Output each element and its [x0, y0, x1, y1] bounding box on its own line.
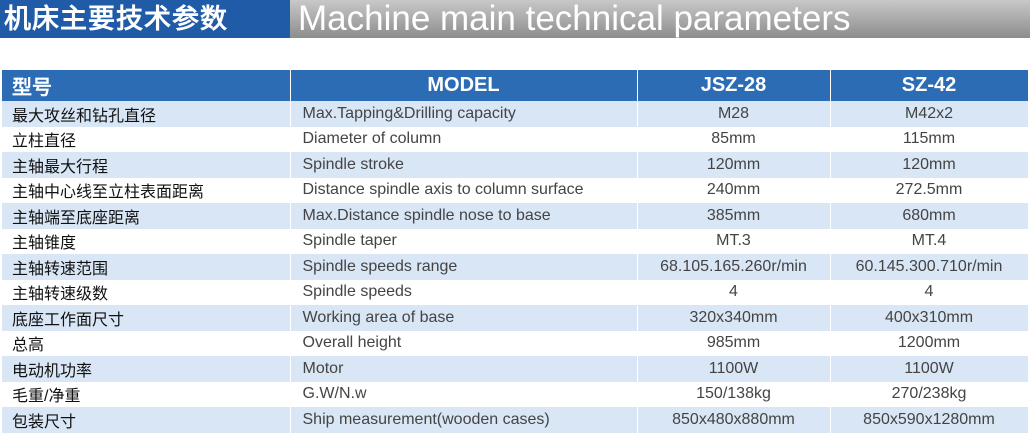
cell: 主轴中心线至立柱表面距离: [2, 177, 291, 203]
cell: 毛重/净重: [2, 381, 291, 407]
cell: 985mm: [637, 330, 831, 356]
cell: Max.Distance spindle nose to base: [290, 203, 638, 229]
cell: 4: [830, 279, 1029, 305]
cell: 立柱直径: [2, 126, 291, 152]
cell: 主轴锥度: [2, 228, 291, 254]
cell: 电动机功率: [2, 356, 291, 382]
cell: 115mm: [830, 126, 1029, 152]
cell: 最大攻丝和钻孔直径: [2, 101, 291, 127]
table-row: 电动机功率 Motor 1100W 1100W: [2, 356, 1029, 382]
column-header: MODEL: [290, 70, 638, 101]
cell: 120mm: [830, 152, 1029, 178]
cell: Spindle taper: [290, 228, 638, 254]
column-header: SZ-42: [830, 70, 1029, 101]
cell: Spindle speeds: [290, 279, 638, 305]
table-row: 底座工作面尺寸 Working area of base 320x340mm 400x…: [2, 305, 1029, 331]
cell: M28: [637, 101, 831, 127]
table-row: 主轴最大行程 Spindle stroke 120mm 120mm: [2, 152, 1029, 178]
header-row: 型号 MODEL JSZ-28 SZ-42: [2, 70, 1029, 101]
cell: Distance spindle axis to column surface: [290, 177, 638, 203]
cell: 120mm: [637, 152, 831, 178]
title-bar: 机床主要技术参数 Machine main technical paramete…: [0, 0, 1030, 38]
cell: Spindle stroke: [290, 152, 638, 178]
cell: 270/238kg: [830, 381, 1029, 407]
table-row: 主轴转速级数 Spindle speeds 4 4: [2, 279, 1029, 305]
column-header: JSZ-28: [637, 70, 831, 101]
cell: 1200mm: [830, 330, 1029, 356]
table-row: 主轴端至底座距离 Max.Distance spindle nose to bas…: [2, 203, 1029, 229]
spec-table: 型号 MODEL JSZ-28 SZ-42 最大攻丝和钻孔直径 Max.Tapping&…: [2, 70, 1029, 433]
cell: G.W/N.w: [290, 381, 638, 407]
cell: Max.Tapping&Drilling capacity: [290, 101, 638, 127]
table-row: 包装尺寸 Ship measurement(wooden cases) 850x48…: [2, 407, 1029, 433]
table-row: 最大攻丝和钻孔直径 Max.Tapping&Drilling capacity M2…: [2, 101, 1029, 127]
column-header: 型号: [2, 70, 291, 101]
cell: 385mm: [637, 203, 831, 229]
cell: 680mm: [830, 203, 1029, 229]
table-row: 立柱直径 Diameter of column 85mm 115mm: [2, 126, 1029, 152]
title-en: Machine main technical parameters: [290, 0, 1030, 38]
cell: 240mm: [637, 177, 831, 203]
cell: Ship measurement(wooden cases): [290, 407, 638, 433]
table-row: 主轴中心线至立柱表面距离 Distance spindle axis to col…: [2, 177, 1029, 203]
cell: 包装尺寸: [2, 407, 291, 433]
cell: Overall height: [290, 330, 638, 356]
table-row: 主轴锥度 Spindle taper MT.3 MT.4: [2, 228, 1029, 254]
cell: 主轴转速级数: [2, 279, 291, 305]
cell: 1100W: [830, 356, 1029, 382]
cell: 85mm: [637, 126, 831, 152]
cell: 底座工作面尺寸: [2, 305, 291, 331]
title-cn: 机床主要技术参数: [0, 0, 290, 38]
cell: MT.4: [830, 228, 1029, 254]
cell: 主轴端至底座距离: [2, 203, 291, 229]
cell: 400x310mm: [830, 305, 1029, 331]
cell: 320x340mm: [637, 305, 831, 331]
cell: Working area of base: [290, 305, 638, 331]
table-row: 毛重/净重 G.W/N.w 150/138kg 270/238kg: [2, 381, 1029, 407]
cell: Diameter of column: [290, 126, 638, 152]
table-row: 主轴转速范围 Spindle speeds range 68.105.165.260…: [2, 254, 1029, 280]
cell: Spindle speeds range: [290, 254, 638, 280]
cell: 850x480x880mm: [637, 407, 831, 433]
cell: 150/138kg: [637, 381, 831, 407]
cell: M42x2: [830, 101, 1029, 127]
cell: 1100W: [637, 356, 831, 382]
table-row: 总高 Overall height 985mm 1200mm: [2, 330, 1029, 356]
cell: 68.105.165.260r/min: [637, 254, 831, 280]
cell: Motor: [290, 356, 638, 382]
cell: 850x590x1280mm: [830, 407, 1029, 433]
cell: 272.5mm: [830, 177, 1029, 203]
cell: 60.145.300.710r/min: [830, 254, 1029, 280]
cell: MT.3: [637, 228, 831, 254]
cell: 4: [637, 279, 831, 305]
cell: 总高: [2, 330, 291, 356]
cell: 主轴转速范围: [2, 254, 291, 280]
cell: 主轴最大行程: [2, 152, 291, 178]
